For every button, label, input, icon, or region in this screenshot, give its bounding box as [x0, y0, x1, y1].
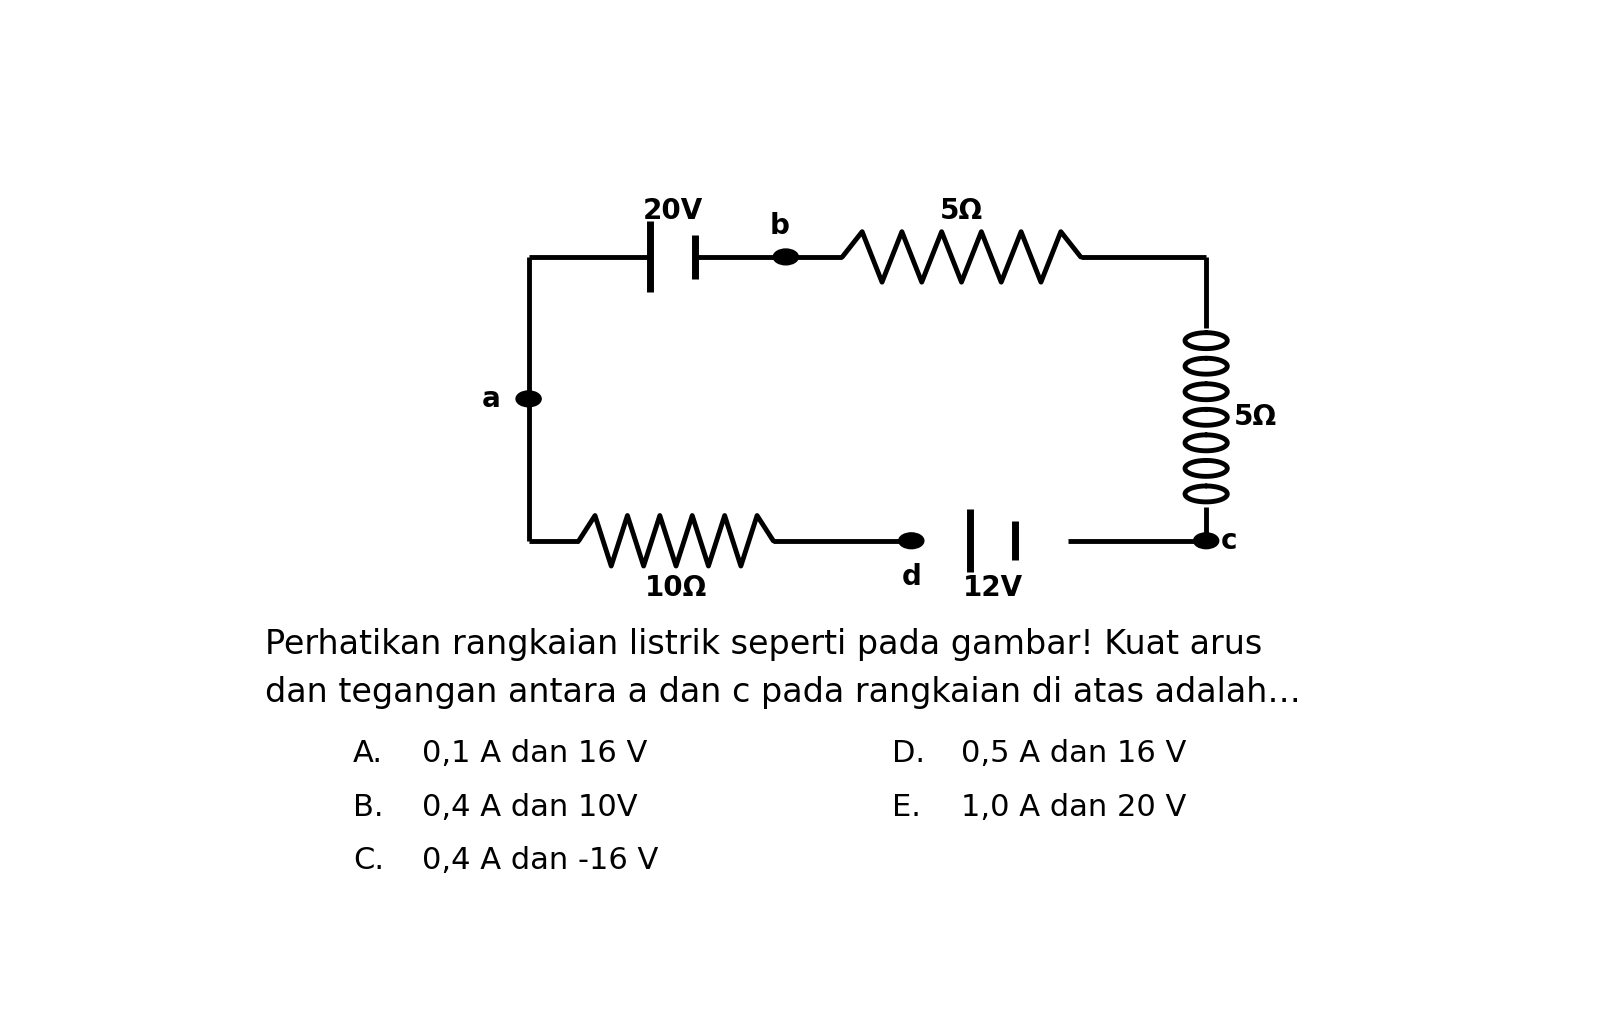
Circle shape	[516, 391, 541, 407]
Text: a: a	[482, 385, 500, 413]
Circle shape	[899, 532, 924, 549]
Text: D.: D.	[892, 739, 926, 768]
Text: C.: C.	[353, 847, 384, 876]
Text: b: b	[769, 212, 790, 240]
Text: E.: E.	[892, 793, 921, 822]
Text: c: c	[1221, 526, 1237, 555]
Text: 0,5 A dan 16 V: 0,5 A dan 16 V	[962, 739, 1187, 768]
Text: 0,4 A dan -16 V: 0,4 A dan -16 V	[423, 847, 659, 876]
Text: Perhatikan rangkaian listrik seperti pada gambar! Kuat arus
dan tegangan antara : Perhatikan rangkaian listrik seperti pad…	[266, 628, 1302, 709]
Text: d: d	[902, 563, 921, 591]
Text: 5Ω: 5Ω	[941, 198, 983, 225]
Text: B.: B.	[353, 793, 384, 822]
Text: 1,0 A dan 20 V: 1,0 A dan 20 V	[962, 793, 1187, 822]
Text: 12V: 12V	[963, 573, 1023, 602]
Text: 5Ω: 5Ω	[1234, 403, 1277, 431]
Circle shape	[1193, 532, 1219, 549]
Text: 0,4 A dan 10V: 0,4 A dan 10V	[423, 793, 638, 822]
Text: 10Ω: 10Ω	[644, 573, 708, 602]
Circle shape	[774, 249, 798, 265]
Text: 20V: 20V	[643, 198, 703, 225]
Text: A.: A.	[353, 739, 384, 768]
Text: 0,1 A dan 16 V: 0,1 A dan 16 V	[423, 739, 648, 768]
